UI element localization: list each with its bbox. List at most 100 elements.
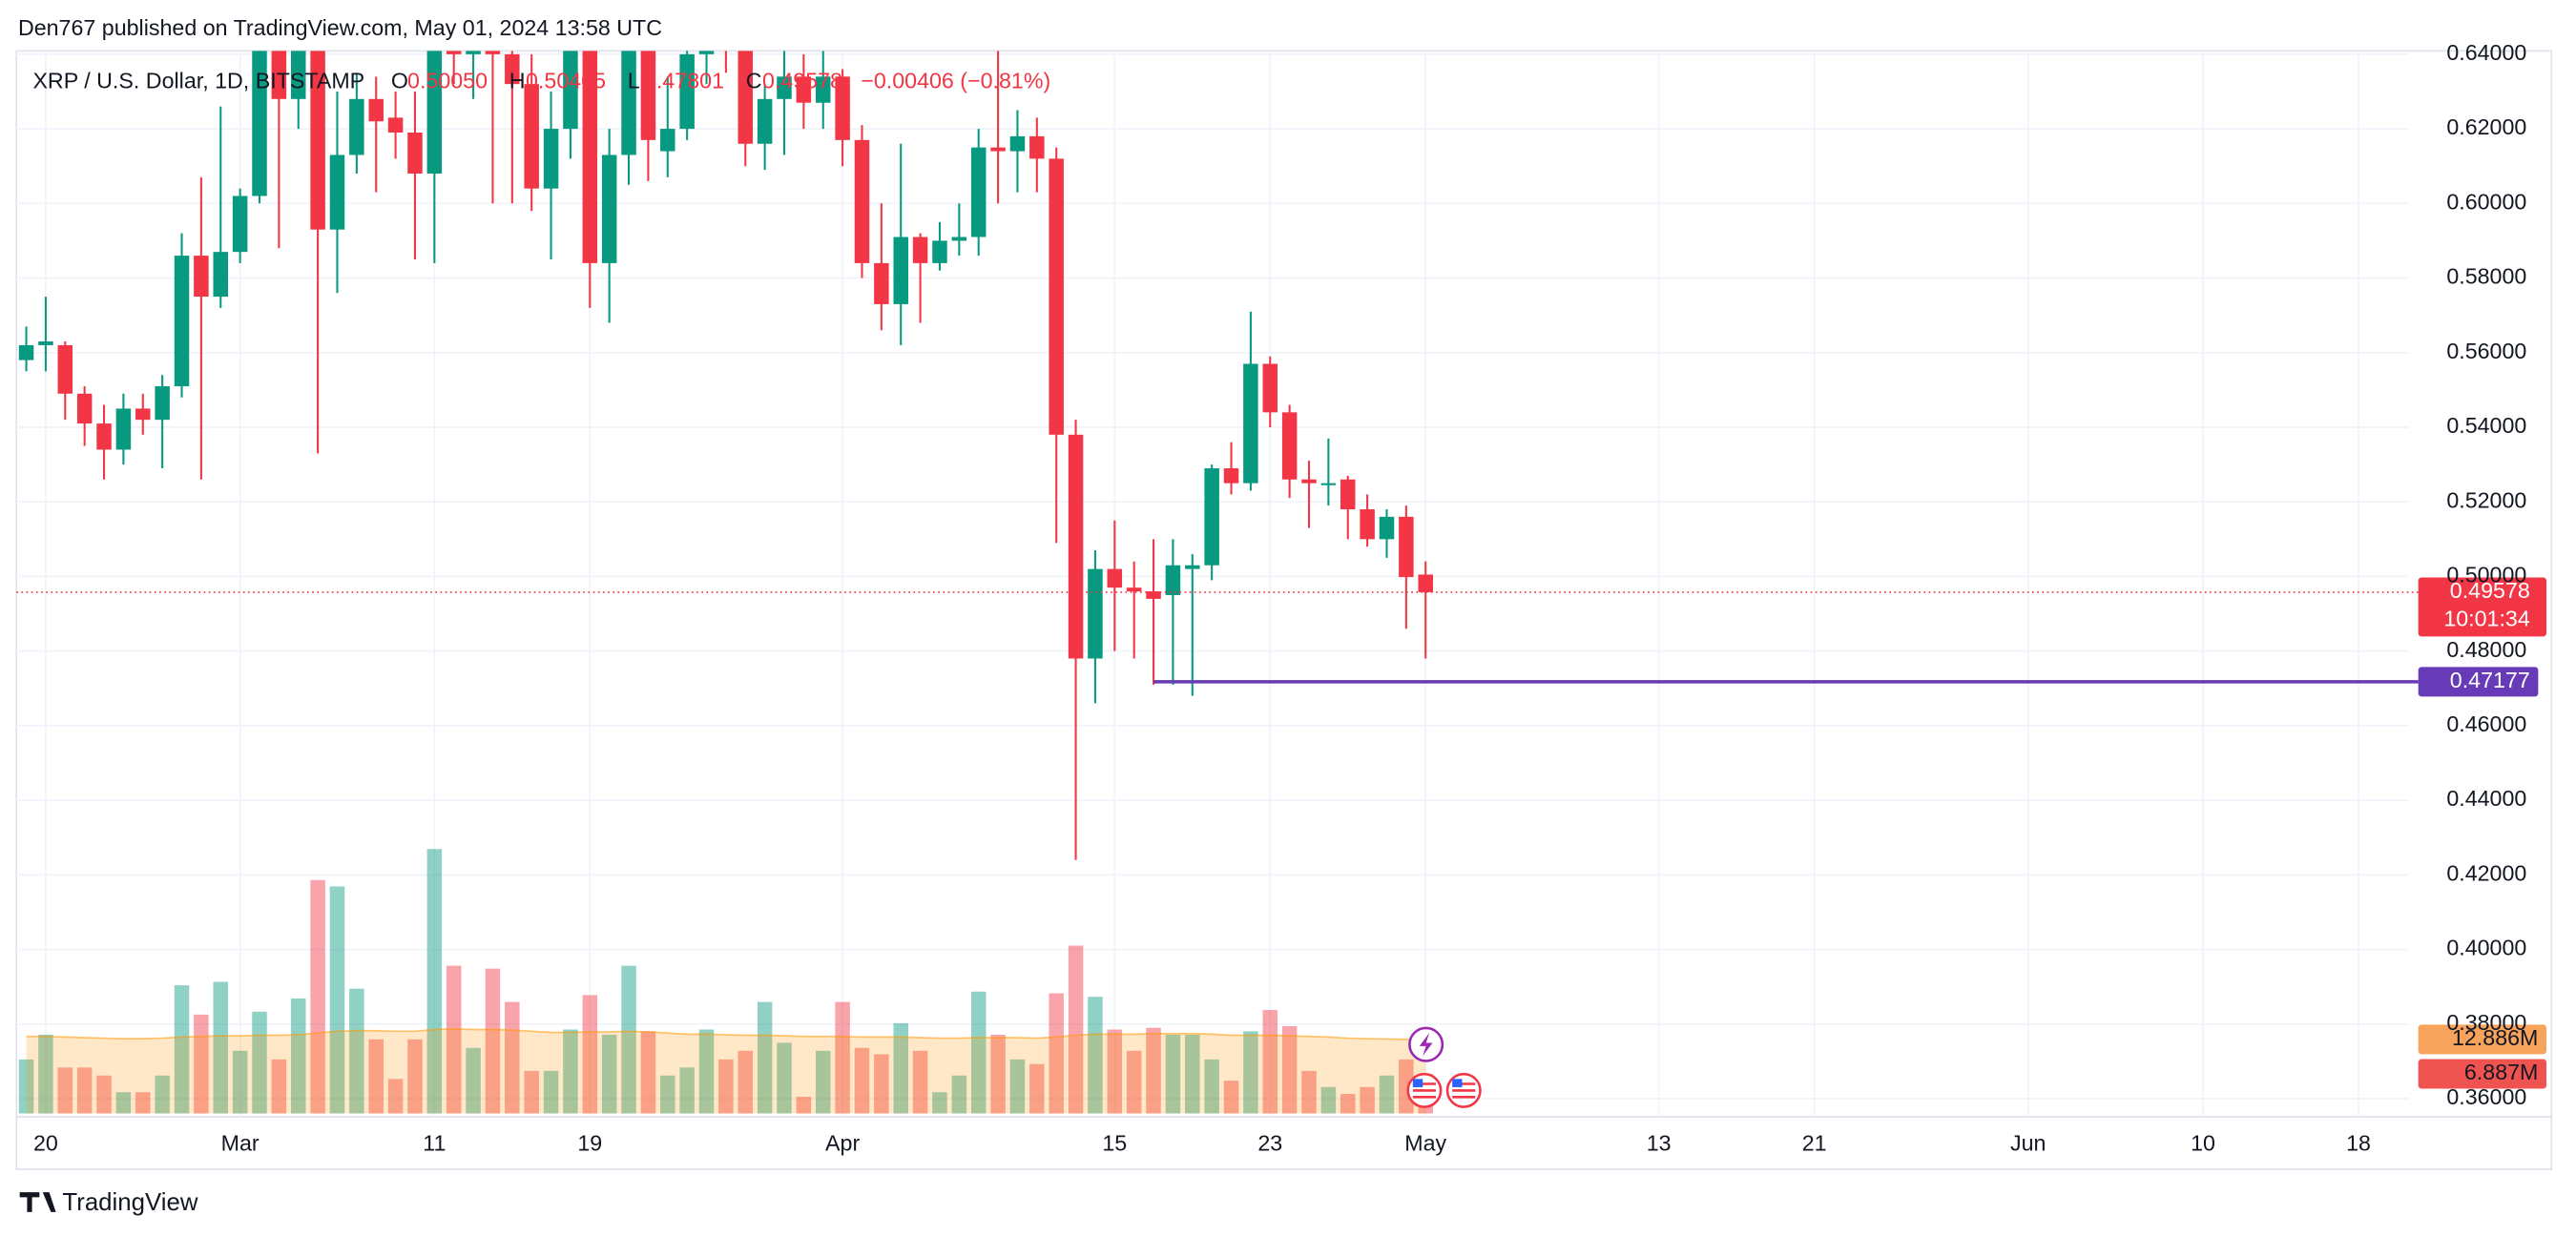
change: −0.00406 (−0.81%) xyxy=(861,68,1050,93)
y-tick-label: 0.60000 xyxy=(2446,189,2526,214)
y-tick-label: 0.64000 xyxy=(2446,40,2526,65)
y-tick-label: 0.54000 xyxy=(2446,413,2526,438)
candle-body xyxy=(426,51,443,175)
volume-tag-label: 6.887M xyxy=(2464,1060,2539,1084)
events[interactable] xyxy=(1406,1026,1482,1108)
volume-bar xyxy=(640,1031,656,1114)
volume-bar xyxy=(329,886,345,1114)
volume-bar xyxy=(252,1011,267,1114)
volume-bar xyxy=(970,991,987,1114)
candle-body xyxy=(679,53,695,130)
brand-logo xyxy=(19,1192,56,1212)
x-tick-label: 21 xyxy=(1802,1130,1827,1155)
ma-tag xyxy=(2418,1024,2547,1055)
candle-body xyxy=(387,117,404,133)
x-tick-label: 11 xyxy=(423,1130,446,1155)
candle-body xyxy=(368,98,384,122)
volume-bar xyxy=(777,1042,792,1114)
volume-bar xyxy=(932,1092,947,1114)
ohlc-value: 0.50405 xyxy=(526,68,606,93)
x-tick-label: May xyxy=(1404,1130,1446,1155)
y-tick-label: 0.58000 xyxy=(2446,264,2526,289)
volume-bar xyxy=(1009,1059,1026,1114)
x-tick-label: 15 xyxy=(1102,1130,1127,1155)
candle-body xyxy=(990,147,1006,152)
volume-bar xyxy=(757,1001,773,1114)
price-pane xyxy=(18,51,1433,860)
volume-bar xyxy=(1320,1086,1337,1114)
volume-bar xyxy=(951,1075,967,1114)
candle-body xyxy=(349,98,364,155)
volume-bar xyxy=(893,1022,908,1114)
candle-body xyxy=(18,344,34,360)
volume-bar xyxy=(835,1001,850,1114)
volume-bar xyxy=(76,1067,93,1114)
candle-body xyxy=(1243,363,1258,484)
y-tick-label: 0.52000 xyxy=(2446,487,2526,512)
candle-body xyxy=(1049,158,1064,435)
volume-bar xyxy=(1029,1063,1045,1114)
y-tick-label: 0.40000 xyxy=(2446,936,2526,960)
candle-body xyxy=(1029,135,1045,159)
candle-body xyxy=(1126,587,1142,592)
volume-bar xyxy=(524,1070,539,1114)
candle-body xyxy=(854,139,870,263)
price-tag xyxy=(2418,577,2547,637)
volume-bar xyxy=(96,1075,112,1114)
volume-tag xyxy=(2418,1059,2547,1089)
volume-bar xyxy=(1126,1050,1142,1114)
volume-bar xyxy=(1204,1059,1219,1114)
volume-bar xyxy=(1243,1031,1258,1114)
candle-body xyxy=(893,237,908,304)
ohlc-value: 0.47801 xyxy=(644,68,724,93)
candle-body xyxy=(96,423,112,450)
candle-body xyxy=(446,51,462,54)
volume-bar xyxy=(796,1097,812,1114)
candle-body xyxy=(737,51,754,144)
countdown: 10:01:34 xyxy=(2443,606,2530,630)
line-tag-label: 0.47177 xyxy=(2450,668,2530,692)
line-tag xyxy=(2418,667,2539,697)
volume-bar xyxy=(1185,1034,1200,1114)
candle-body xyxy=(1068,434,1084,659)
volume-pane xyxy=(18,849,1433,1114)
volume-bar xyxy=(1146,1027,1161,1114)
candle-body xyxy=(329,154,345,230)
candle-body xyxy=(76,393,93,424)
volume-bar xyxy=(18,1059,34,1114)
chart-frame xyxy=(15,50,2553,1170)
candle-body xyxy=(1223,468,1239,484)
candle-body xyxy=(582,51,598,263)
volume-bar xyxy=(1340,1094,1356,1114)
brand: TradingView xyxy=(62,1189,197,1216)
x-tick-label: Mar xyxy=(221,1130,260,1155)
flag-canton xyxy=(1452,1079,1463,1087)
publisher: Den767 published on TradingView.com, May… xyxy=(18,15,662,40)
candle-body xyxy=(1009,135,1026,152)
candle-body xyxy=(407,132,423,175)
candle-body xyxy=(1301,479,1317,484)
volume-bar xyxy=(679,1067,695,1114)
candle-body xyxy=(1088,568,1103,659)
overlays: 0.49578 10:01:34 0.47177 12.886M 6.887M xyxy=(16,577,2547,1089)
candle-body xyxy=(640,51,656,140)
candle-body xyxy=(951,237,967,241)
candle-body xyxy=(194,256,209,298)
ohlc-key: C xyxy=(746,68,762,93)
candle-body xyxy=(466,51,481,54)
volume-bar xyxy=(1165,1034,1181,1114)
volume-bar xyxy=(1360,1086,1375,1114)
candle-body xyxy=(1340,479,1356,510)
volume-ma-line xyxy=(26,1028,1426,1040)
candle-body xyxy=(815,76,831,103)
y-tick-label: 0.36000 xyxy=(2446,1084,2526,1109)
candle-body xyxy=(1418,574,1433,592)
volume-bar xyxy=(1068,945,1084,1114)
candle-body xyxy=(1185,565,1200,569)
candle-body xyxy=(232,196,248,253)
x-tick-label: Apr xyxy=(825,1130,860,1155)
candle-body xyxy=(777,76,792,99)
volume-bar xyxy=(349,988,364,1114)
volume-bar xyxy=(155,1075,170,1114)
volume-bar xyxy=(213,981,229,1114)
